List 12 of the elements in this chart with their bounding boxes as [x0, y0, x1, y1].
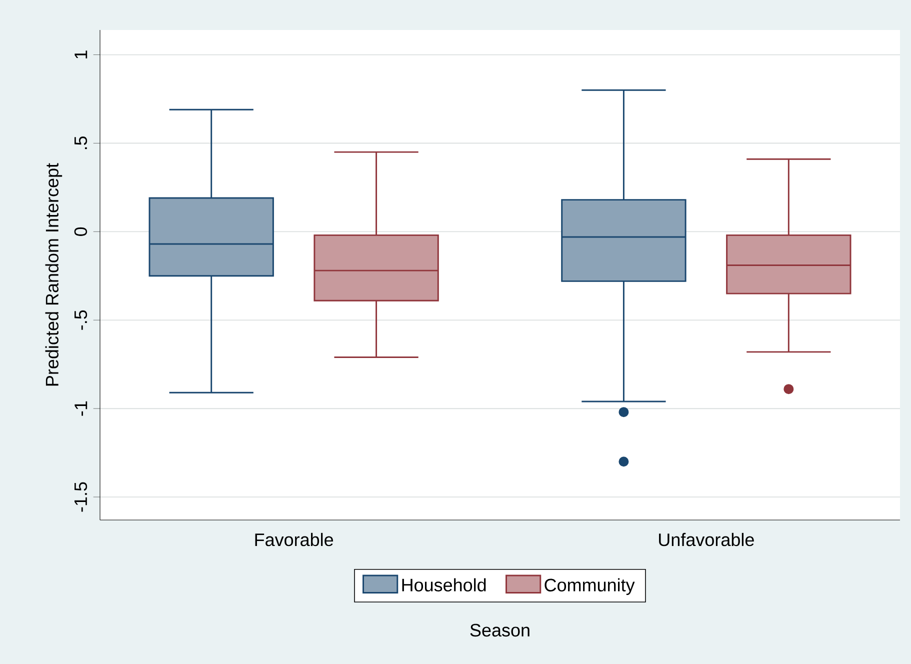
legend-label: Household: [402, 578, 486, 592]
y-tick-label: -.5: [74, 310, 88, 330]
y-tick-label: -1: [74, 401, 88, 416]
y-axis-title: Predicted Random Intercept: [45, 163, 62, 386]
y-tick-label: 1: [74, 50, 88, 58]
x-tick-label: Favorable: [255, 532, 334, 546]
y-tick-label: 0: [74, 227, 88, 236]
y-tick-label: .5: [74, 136, 88, 150]
legend-label: Community: [544, 578, 635, 596]
y-tick-label: -1.5: [74, 482, 88, 512]
x-axis-title: Season: [470, 624, 530, 637]
x-tick-label: Unfavorable: [659, 532, 754, 546]
